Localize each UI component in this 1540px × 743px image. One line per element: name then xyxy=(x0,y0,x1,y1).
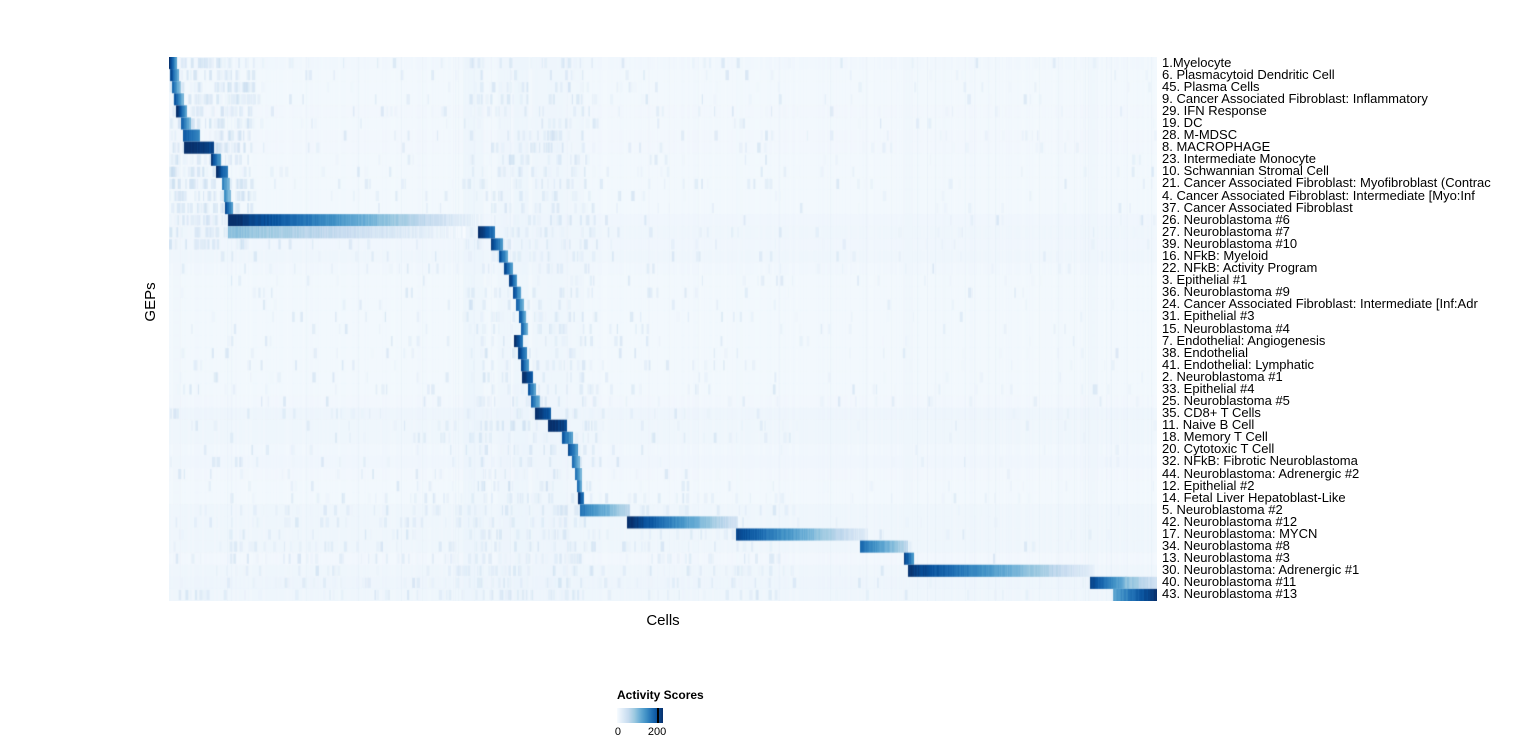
row-label: 2. Neuroblastoma #1 xyxy=(1162,368,1283,384)
row-label: 18. Memory T Cell xyxy=(1162,429,1268,445)
row-label: 37. Cancer Associated Fibroblast xyxy=(1162,199,1353,215)
row-label: 12. Epithelial #2 xyxy=(1162,477,1255,493)
row-labels: 1.Myelocyte 6. Plasmacytoid Dendritic Cel… xyxy=(1162,57,1540,603)
row-label: 14. Fetal Liver Hepatoblast-Like xyxy=(1162,489,1346,505)
row-label: 28. M-MDSC xyxy=(1162,127,1238,143)
row-label: 8. MACROPHAGE xyxy=(1162,139,1271,155)
row-label: 38. Endothelial xyxy=(1162,344,1249,360)
row-label: 29. IFN Response xyxy=(1162,102,1267,118)
row-label: 16. NFkB: Myeloid xyxy=(1162,247,1269,263)
row-label: 40. Neuroblastoma #11 xyxy=(1162,574,1297,590)
row-label: 11. Naive B Cell xyxy=(1162,417,1255,433)
legend-colorbar xyxy=(617,708,663,723)
row-label: 21. Cancer Associated Fibroblast: Myofib… xyxy=(1162,175,1491,191)
row-label: 10. Schwannian Stromal Cell xyxy=(1162,163,1329,179)
heatmap-canvas xyxy=(169,57,1157,601)
row-label: 35. CD8+ T Cells xyxy=(1162,405,1261,421)
row-label: 39. Neuroblastoma #10 xyxy=(1162,235,1298,251)
x-axis-label: Cells xyxy=(646,612,680,629)
row-label: 22. NFkB: Activity Program xyxy=(1162,260,1318,276)
legend-tick-max: 200 xyxy=(647,726,667,738)
row-label: 41. Endothelial: Lymphatic xyxy=(1162,356,1315,372)
row-label: 34. Neuroblastoma #8 xyxy=(1162,538,1290,554)
row-label: 1.Myelocyte xyxy=(1162,57,1232,70)
legend-tick-labels: 0 200 xyxy=(614,726,667,738)
y-axis-label: GEPs xyxy=(142,282,159,322)
legend: Activity Scores 0 200 xyxy=(614,688,777,738)
row-label: 25. Neuroblastoma #5 xyxy=(1162,393,1290,409)
row-label: 20. Cytotoxic T Cell xyxy=(1162,441,1275,457)
row-label: 13. Neuroblastoma #3 xyxy=(1162,550,1290,566)
row-label: 45. Plasma Cells xyxy=(1162,78,1260,94)
row-label: 43. Neuroblastoma #13 xyxy=(1162,586,1298,602)
row-label: 7. Endothelial: Angiogenesis xyxy=(1162,332,1326,348)
row-label: 44. Neuroblastoma: Adrenergic #2 xyxy=(1162,465,1360,481)
row-label: 26. Neuroblastoma #6 xyxy=(1162,211,1290,227)
row-label: 36. Neuroblastoma #9 xyxy=(1162,284,1290,300)
row-label: 23. Intermediate Monocyte xyxy=(1162,151,1316,167)
row-label: 15. Neuroblastoma #4 xyxy=(1162,320,1290,336)
row-label: 19. DC xyxy=(1162,114,1203,130)
row-label: 6. Plasmacytoid Dendritic Cell xyxy=(1162,66,1335,82)
row-label: 3. Epithelial #1 xyxy=(1162,272,1248,288)
row-label: 5. Neuroblastoma #2 xyxy=(1162,501,1283,517)
row-label: 27. Neuroblastoma #7 xyxy=(1162,223,1290,239)
row-label: 17. Neuroblastoma: MYCN xyxy=(1162,526,1318,541)
row-label: 42. Neuroblastoma #12 xyxy=(1162,513,1298,529)
row-label: 30. Neuroblastoma: Adrenergic #1 xyxy=(1162,562,1360,578)
legend-tick-min: 0 xyxy=(614,726,621,738)
row-label: 32. NFkB: Fibrotic Neuroblastoma xyxy=(1162,453,1358,469)
legend-title: Activity Scores xyxy=(617,688,704,702)
row-label: 24. Cancer Associated Fibroblast: Interm… xyxy=(1162,296,1478,312)
row-label: 9. Cancer Associated Fibroblast: Inflamm… xyxy=(1162,90,1428,106)
row-label: 4. Cancer Associated Fibroblast: Interme… xyxy=(1162,187,1475,203)
row-label: 31. Epithelial #3 xyxy=(1162,308,1255,324)
legend-tick-mark xyxy=(657,708,660,723)
row-label: 33. Epithelial #4 xyxy=(1162,380,1255,396)
